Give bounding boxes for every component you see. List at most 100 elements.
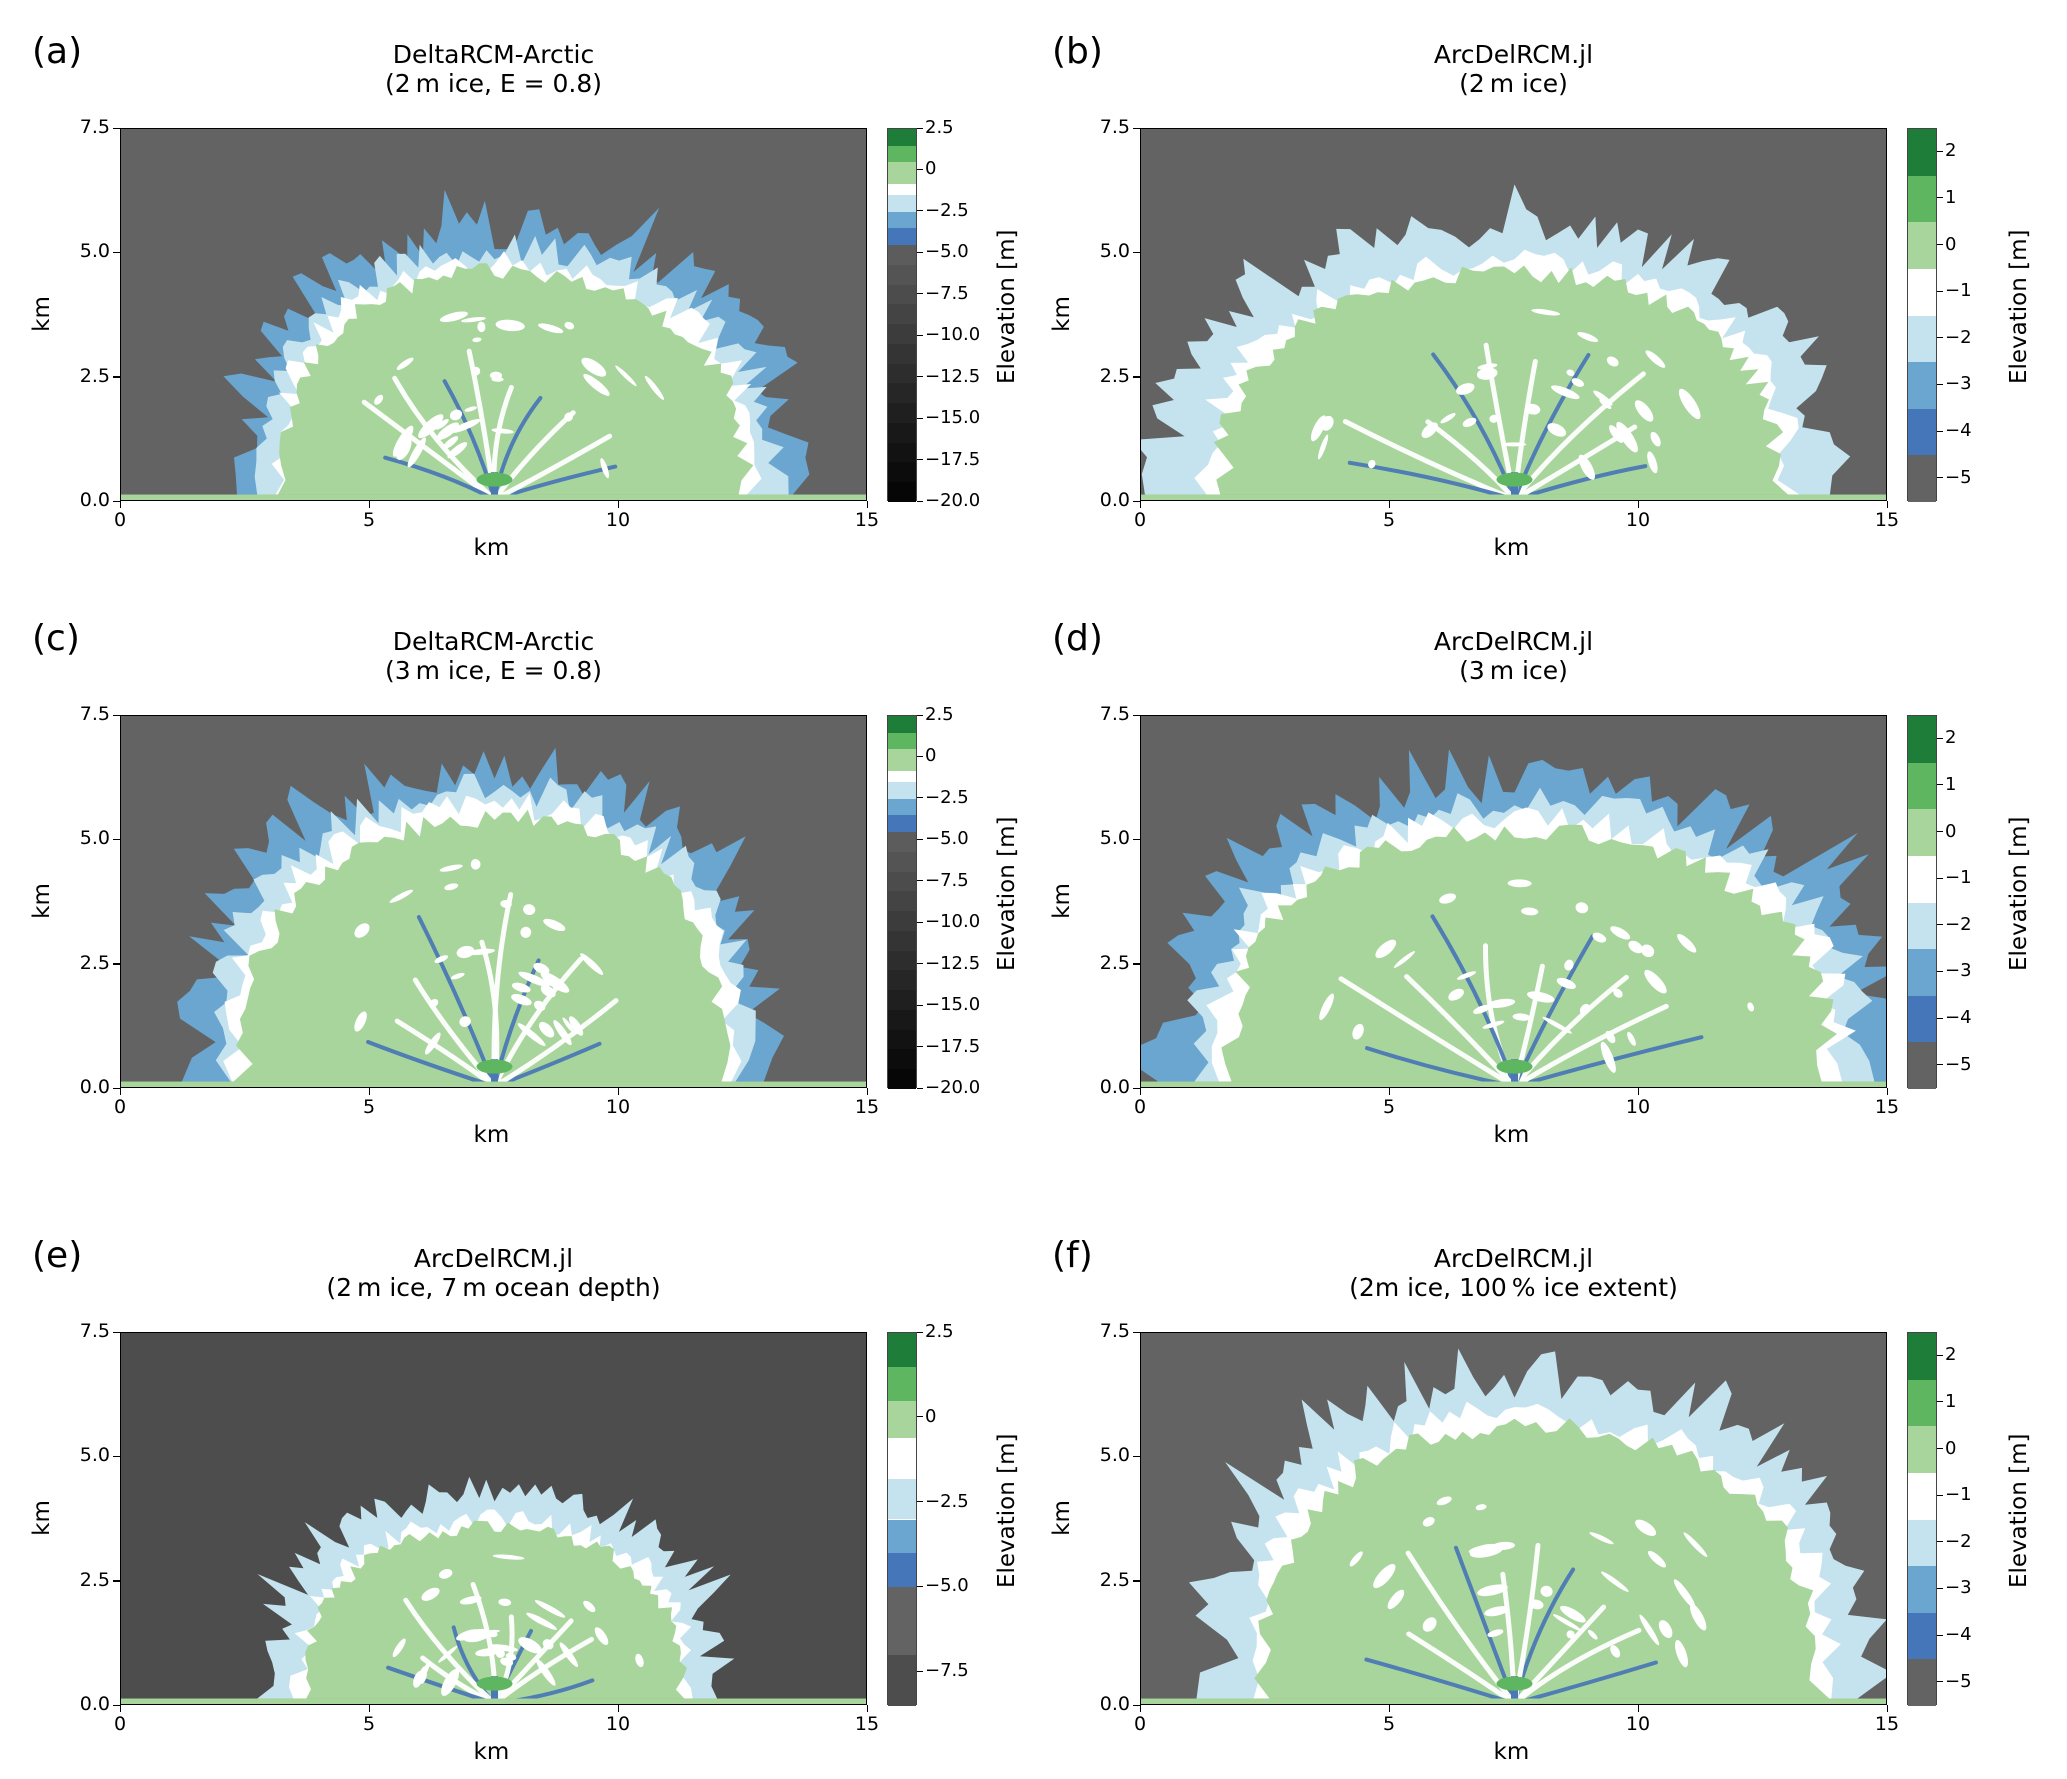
delta-patch <box>1540 1585 1553 1597</box>
y-tick <box>113 376 120 378</box>
delta-patch <box>1683 1532 1708 1558</box>
colorbar-segment <box>1908 762 1936 810</box>
colorbar-title: Elevation [m] <box>2006 816 2032 971</box>
colorbar-segment <box>1908 362 1936 409</box>
colorbar-segment <box>1908 315 1936 363</box>
delta-patch <box>583 1600 596 1613</box>
x-tick <box>617 501 619 508</box>
colorbar-segment <box>888 343 916 364</box>
delta-patch <box>511 994 532 1006</box>
colorbar-tick <box>1937 924 1943 926</box>
colorbar-segment <box>1908 716 1936 763</box>
apex-high-ground <box>476 1059 513 1074</box>
delta-patch <box>562 1017 574 1033</box>
delta-patch <box>1690 1603 1707 1631</box>
colorbar-tick <box>917 251 923 253</box>
y-axis-title: km <box>28 882 55 919</box>
colorbar-tick-label: 0 <box>925 158 937 180</box>
colorbar-title: Elevation [m] <box>994 229 1020 384</box>
colorbar-tick-label: 1 <box>1945 1390 1957 1412</box>
y-tick-label: 5.0 <box>1099 1444 1130 1467</box>
colorbar-tick-label: −15.0 <box>925 994 981 1016</box>
colorbar-tick-label: −5.0 <box>925 1575 969 1597</box>
colorbar-tick <box>917 797 923 799</box>
delta-patch <box>600 458 610 479</box>
colorbar-segment <box>888 284 916 305</box>
panel-letter: (e) <box>32 1235 83 1276</box>
delta-patch <box>1578 454 1596 480</box>
delta-patch <box>1448 988 1464 1001</box>
delta-patch <box>1387 1589 1405 1610</box>
panel-title-line2: (3 m ice) <box>1459 656 1568 685</box>
delta-patch <box>538 323 564 334</box>
x-tick <box>866 1705 868 1712</box>
colorbar-tick <box>917 376 923 378</box>
colorbar-tick-label: −10.0 <box>925 911 981 933</box>
colorbar-tick-label: −5.0 <box>925 828 969 850</box>
colorbar-tick-label: 0 <box>1945 820 1957 842</box>
delta-patch <box>1484 1606 1510 1617</box>
colorbar-segment <box>888 363 916 384</box>
delta-patch <box>1487 998 1516 1008</box>
delta-patch <box>498 1598 512 1607</box>
colorbar-tick <box>917 127 923 129</box>
delta-patch <box>1593 390 1613 406</box>
delta-patch <box>407 437 426 468</box>
delta-patch <box>471 366 481 376</box>
colorbar-tick <box>1937 244 1943 246</box>
x-tick <box>1886 1088 1888 1095</box>
delta-patch <box>1627 1031 1636 1046</box>
x-tick-label: 0 <box>1133 509 1147 531</box>
delta-patch <box>540 985 556 998</box>
x-tick <box>368 1705 370 1712</box>
delta-patch <box>444 883 459 891</box>
panel-title: ArcDelRCM.jl (2 m ice, 7 m ocean depth) <box>120 1244 867 1302</box>
delta-patch <box>492 1554 525 1560</box>
colorbar-segment <box>888 129 916 146</box>
delta-patch <box>1473 1004 1491 1015</box>
delta-patch <box>1560 1605 1586 1623</box>
colorbar-tick <box>1937 383 1943 385</box>
delta-channel <box>1342 419 1517 500</box>
x-axis-title: km <box>1493 535 1530 561</box>
colorbar-tick <box>917 963 923 965</box>
colorbar-segment <box>1908 809 1936 856</box>
x-axis-title: km <box>473 1122 510 1148</box>
panel-title-line2: (2 m ice, E = 0.8) <box>384 69 603 98</box>
colorbar-segment <box>888 950 916 971</box>
x-tick <box>1637 501 1639 508</box>
y-tick <box>113 1087 120 1089</box>
colorbar <box>1907 715 1937 1089</box>
shoreline-strip <box>121 1698 866 1704</box>
y-tick-label: 2.5 <box>79 951 110 974</box>
colorbar-segment <box>888 990 916 1010</box>
delta-patch <box>635 1653 644 1668</box>
x-tick-label: 15 <box>854 509 880 531</box>
y-tick <box>1133 714 1140 716</box>
colorbar-tick-label: −12.5 <box>925 952 981 974</box>
delta-patch <box>559 1642 579 1667</box>
colorbar-tick <box>1937 877 1943 879</box>
x-tick <box>1886 1705 1888 1712</box>
y-tick-label: 2.5 <box>1099 1568 1130 1591</box>
delta-patch <box>1393 951 1415 968</box>
colorbar-tick <box>1937 1064 1943 1066</box>
delta-patch <box>1487 1629 1504 1638</box>
colorbar-tick <box>917 1416 923 1418</box>
delta-patch <box>1373 1564 1396 1589</box>
y-tick <box>113 1331 120 1333</box>
delta-patch <box>1476 367 1498 380</box>
delta-patch <box>1507 879 1532 888</box>
delta-map <box>121 1476 866 1704</box>
y-tick-label: 2.5 <box>1099 951 1130 974</box>
delta-patch <box>396 437 412 460</box>
delta-patch <box>475 1648 500 1657</box>
delta-patch <box>491 376 504 382</box>
y-tick-label: 0.0 <box>79 1076 110 1098</box>
delta-patch <box>456 1629 481 1641</box>
colorbar-tick-label: −5 <box>1945 1670 1972 1692</box>
y-tick-label: 5.0 <box>1099 827 1130 850</box>
y-tick-label: 2.5 <box>79 1568 110 1591</box>
delta-map <box>1141 184 1886 500</box>
delta-patch <box>1489 414 1499 423</box>
